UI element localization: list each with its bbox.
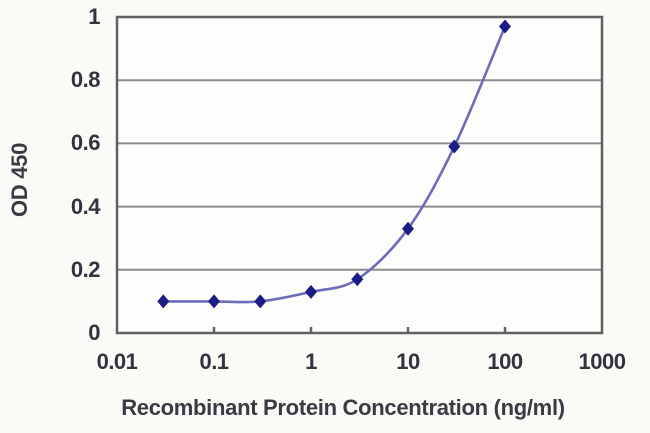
y-axis-title: OD 450 bbox=[7, 142, 32, 218]
x-tick-label: 100 bbox=[487, 349, 523, 374]
x-tick-label: 0.01 bbox=[96, 349, 138, 374]
x-axis-title: Recombinant Protein Concentration (ng/ml… bbox=[121, 395, 565, 420]
data-point-marker bbox=[351, 272, 364, 287]
data-point-marker bbox=[448, 139, 461, 154]
data-point-marker bbox=[499, 19, 511, 34]
x-tick-label: 0.1 bbox=[199, 349, 229, 374]
plot-background bbox=[117, 17, 602, 333]
data-point-marker bbox=[305, 284, 317, 299]
y-tick-label: 0.8 bbox=[70, 67, 101, 93]
x-tick-label: 10 bbox=[396, 349, 420, 374]
data-point-marker bbox=[254, 294, 267, 309]
y-tick-label: 0 bbox=[88, 320, 100, 345]
plot-border bbox=[115, 15, 604, 335]
data-point-marker bbox=[157, 294, 170, 309]
x-tick-label: 1 bbox=[305, 349, 317, 374]
data-point-marker bbox=[208, 294, 220, 309]
data-point-marker bbox=[402, 221, 414, 236]
x-tick-label: 1000 bbox=[578, 349, 626, 374]
y-tick-label: 0.2 bbox=[70, 256, 101, 282]
y-tick-label: 1 bbox=[88, 4, 100, 29]
y-tick-label: 0.4 bbox=[70, 193, 101, 219]
y-tick-label: 0.6 bbox=[70, 130, 101, 156]
